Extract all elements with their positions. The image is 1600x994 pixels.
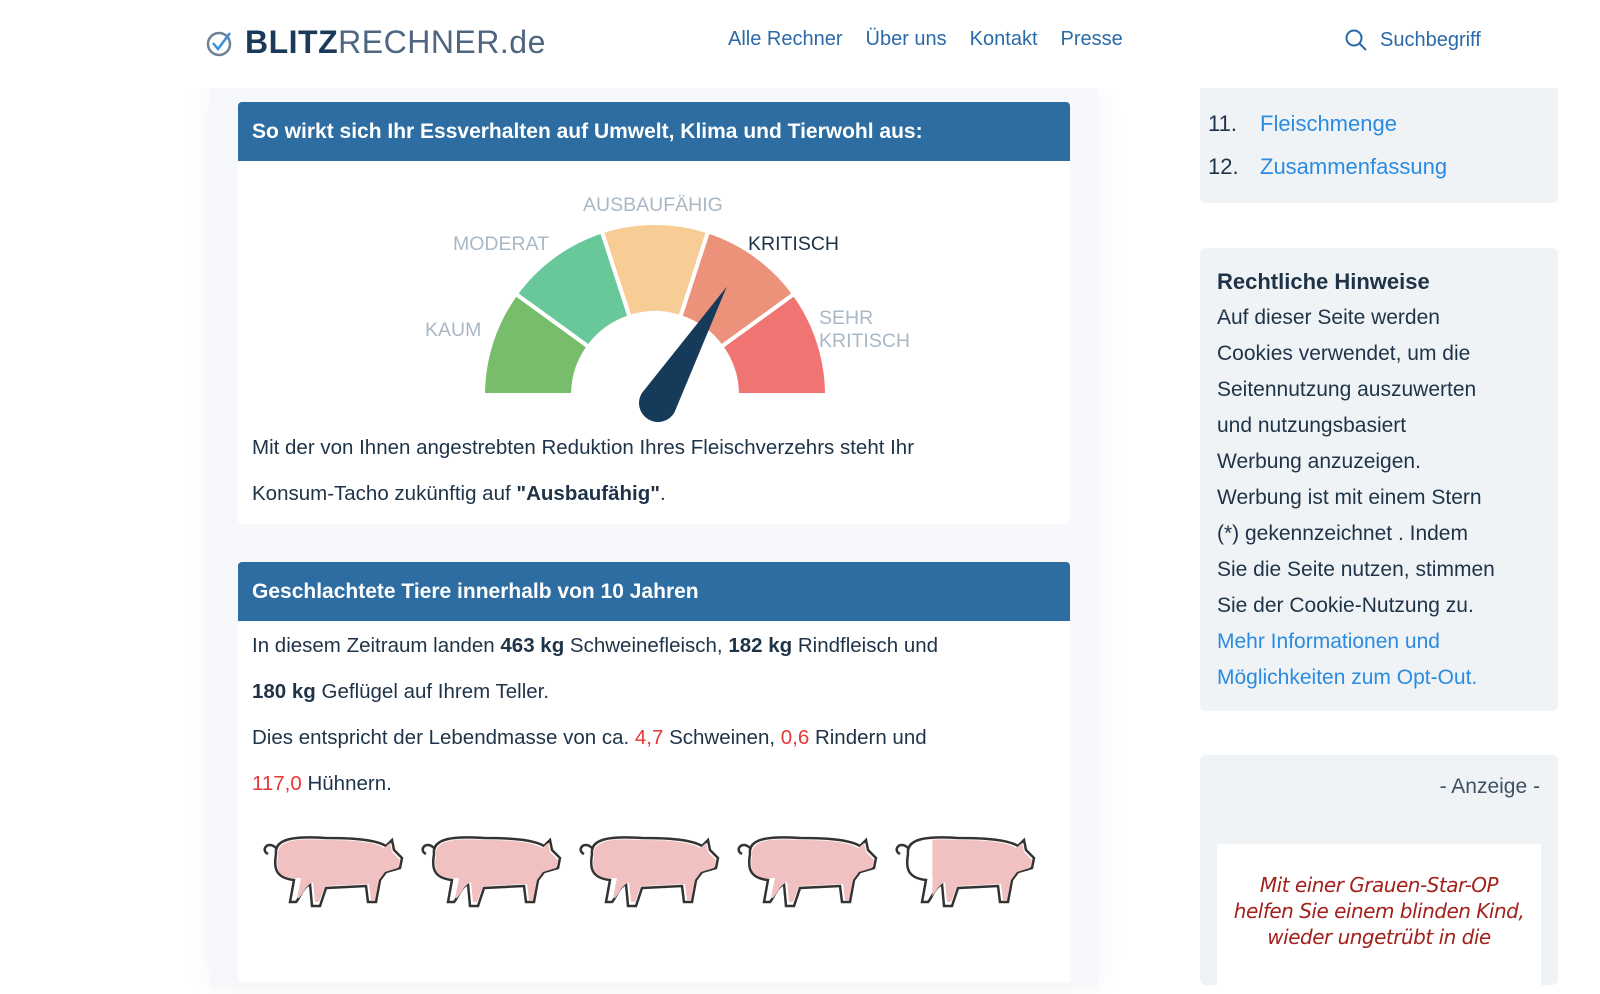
main-nav: Alle Rechner Über uns Kontakt Presse (728, 28, 1123, 51)
gauge-label-sehr-kritisch: SEHR KRITISCH (819, 307, 910, 353)
legal-line: Sie die Seite nutzen, stimmen (1217, 558, 1495, 581)
legal-title: Rechtliche Hinweise (1217, 269, 1430, 294)
ad-line: wieder ungetrübt in die (1267, 925, 1491, 949)
search-icon (1345, 29, 1367, 51)
nav-alle-rechner[interactable]: Alle Rechner (728, 28, 843, 50)
ad-banner[interactable]: Mit einer Grauen-Star-OP helfen Sie eine… (1217, 844, 1541, 994)
gauge-label-ausbaufaehig: AUSBAUFÄHIG (583, 194, 723, 216)
legal-line: (*) gekennzeichnet . Indem (1217, 522, 1468, 545)
text: Schweinefleisch, (564, 634, 729, 657)
legal-line: und nutzungsbasiert (1217, 414, 1407, 437)
logo[interactable]: BLITZ RECHNER.de (205, 24, 546, 61)
toc-num: 12. (1208, 154, 1239, 179)
pig-icon (579, 836, 720, 908)
text: Dies entspricht der Lebendmasse von ca. (252, 726, 635, 749)
search-label: Suchbegriff (1380, 28, 1481, 51)
opt-out-link[interactable]: Mehr Informationen und Möglichkeiten zum … (1217, 624, 1541, 696)
opt-out-link-line[interactable]: Mehr Informationen und (1217, 630, 1440, 653)
toc-num: 11. (1208, 111, 1237, 136)
gauge-label-sehr-kritisch-2: KRITISCH (819, 330, 911, 352)
logo-rest: RECHNER.de (338, 24, 546, 60)
gauge-segment (718, 291, 830, 397)
site-header: BLITZ RECHNER.de Alle Rechner Über uns Ko… (0, 0, 1600, 88)
text: Schweinen, (663, 726, 781, 749)
chicken-count: 117,0 (252, 772, 302, 795)
legal-line: Werbung ist mit einem Stern (1217, 486, 1482, 509)
text: Geflügel auf Ihrem Teller. (315, 680, 550, 703)
pigs-count: 4,7 (634, 726, 664, 749)
ad-box: - Anzeige - Mit einer Grauen-Star-OP hel… (1200, 755, 1558, 994)
toc-item[interactable]: 12. Zusammenfassung (1208, 145, 1447, 188)
text: In diesem Zeitraum landen (252, 634, 501, 657)
toc-link-zusammenfassung[interactable]: Zusammenfassung (1260, 154, 1448, 179)
gauge-text-end: . (659, 482, 666, 505)
cattle-count: 0,6 (780, 726, 810, 749)
pig-icon (421, 836, 562, 908)
nav-ueber-uns[interactable]: Über uns (865, 28, 947, 50)
gauge-label-moderat: MODERAT (453, 233, 550, 255)
text: Rindern und (809, 726, 927, 749)
nav-kontakt[interactable]: Kontakt (969, 28, 1038, 50)
ad-line: helfen Sie einem blinden Kind, (1233, 899, 1525, 923)
gauge-description: Mit der von Ihnen angestrebten Reduktion… (238, 425, 928, 517)
search-button[interactable]: Suchbegriff (1344, 28, 1481, 52)
check-circle-icon (206, 31, 232, 56)
opt-out-link-line[interactable]: Möglichkeiten zum Opt-Out. (1217, 666, 1478, 689)
animals-text: In diesem Zeitraum landen 463 kg Schwein… (238, 621, 1070, 807)
nav-presse[interactable]: Presse (1060, 28, 1123, 50)
legal-line: Auf dieser Seite werden (1217, 306, 1440, 329)
pig-icon (895, 836, 1036, 908)
gauge-label-sehr: SEHR (819, 307, 874, 329)
pig-icon (737, 836, 878, 908)
legal-line: Sie der Cookie-Nutzung zu. (1217, 594, 1474, 617)
legal-line: Werbung anzuzeigen. (1217, 450, 1421, 473)
consumption-gauge (480, 221, 830, 423)
toc-item[interactable]: 11. Fleischmenge (1208, 102, 1447, 145)
animals-card: Geschlachtete Tiere innerhalb von 10 Jah… (238, 562, 1070, 982)
gauge-result: "Ausbaufähig" (516, 482, 660, 505)
pig-icon (263, 836, 404, 908)
ad-line: Mit einer Grauen-Star-OP (1259, 873, 1499, 897)
beef-kg: 182 kg (728, 634, 793, 657)
poultry-kg: 180 kg (252, 680, 316, 703)
impact-card-title: So wirkt sich Ihr Essverhalten auf Umwel… (238, 102, 1070, 161)
toc-link-fleischmenge[interactable]: Fleischmenge (1260, 111, 1397, 136)
gauge-label-kritisch: KRITISCH (748, 233, 840, 255)
gauge-label-kaum: KAUM (425, 319, 482, 341)
legal-text: Auf dieser Seite werden Cookies verwendet… (1217, 300, 1541, 624)
pig-icons (256, 828, 1036, 918)
ad-label: - Anzeige - (1439, 775, 1540, 798)
animals-card-title: Geschlachtete Tiere innerhalb von 10 Jah… (238, 562, 1070, 621)
pork-kg: 463 kg (500, 634, 565, 657)
text: Rindfleisch und (792, 634, 939, 657)
gauge-text-1: Mit der von Ihnen angestrebten Reduktion… (252, 436, 915, 459)
legal-line: Cookies verwendet, um die (1217, 342, 1471, 365)
gauge-needle (638, 286, 727, 423)
impact-card: So wirkt sich Ihr Essverhalten auf Umwel… (238, 102, 1070, 524)
logo-bold: BLITZ (245, 24, 339, 60)
legal-line: Seitennutzung auszuwerten (1217, 378, 1477, 401)
gauge-text-2: Konsum-Tacho zukünftig auf (252, 482, 517, 505)
toc-box: 11. Fleischmenge 12. Zusammenfassung (1200, 88, 1558, 203)
legal-box: Rechtliche Hinweise Auf dieser Seite wer… (1200, 248, 1558, 711)
text: Hühnern. (301, 772, 392, 795)
